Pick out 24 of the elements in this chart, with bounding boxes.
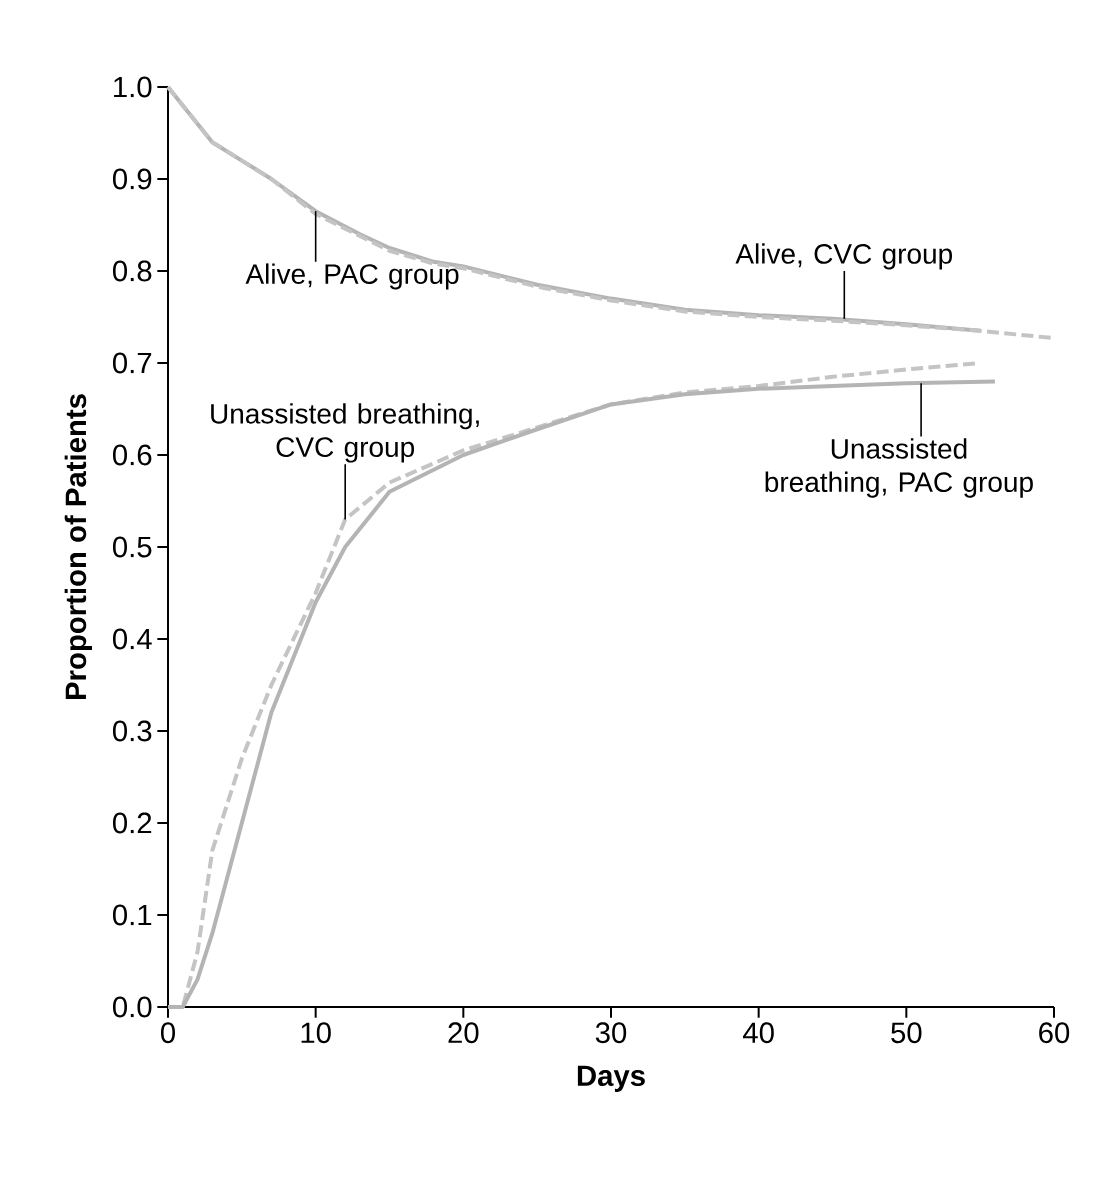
x-tick-label: 30 [595, 1022, 627, 1044]
annotation: Alive, PAC group [245, 263, 459, 290]
annotation: Alive, CVC group [735, 243, 953, 270]
x-tick-label: 50 [891, 1022, 922, 1044]
annotation: Unassisted breathing, PAC group [765, 438, 1033, 498]
y-tick-label: 0.4 [112, 628, 152, 650]
y-tick-label: 0.7 [112, 352, 152, 374]
y-tick-label: 0.8 [112, 260, 152, 282]
y-tick-label: 0.6 [112, 444, 152, 466]
x-tick-label: 60 [1039, 1022, 1070, 1044]
y-tick-label: 0.9 [112, 168, 152, 190]
y-tick-label: 0.1 [112, 904, 152, 926]
x-tick-label: 20 [448, 1022, 479, 1044]
x-tick-label: 0 [160, 1022, 175, 1044]
y-tick-label: 0.5 [112, 536, 152, 558]
y-tick-label: 1.0 [114, 76, 152, 98]
y-axis-title: Proportion of Patients [64, 394, 93, 700]
y-tick-label: 0.2 [112, 812, 152, 834]
x-tick-label: 40 [743, 1022, 774, 1044]
y-tick-label: 0.3 [112, 720, 152, 742]
y-tick-label: 0.0 [112, 996, 152, 1018]
x-axis-title: Days [577, 1065, 645, 1092]
x-tick-label: 10 [301, 1022, 331, 1044]
annotation: Unassisted breathing, CVC group [211, 403, 479, 463]
